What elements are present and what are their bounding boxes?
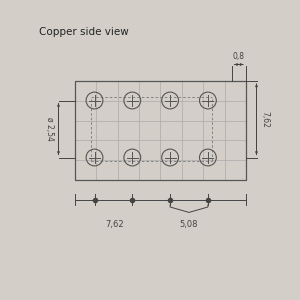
Text: 0,8: 0,8 [233, 52, 245, 61]
Text: ø 2,54: ø 2,54 [45, 117, 54, 141]
Text: 5,08: 5,08 [180, 220, 198, 229]
Text: Copper side view: Copper side view [39, 27, 129, 37]
Text: 7,62: 7,62 [260, 111, 269, 128]
Bar [75, 81, 246, 180]
Text: 7,62: 7,62 [106, 220, 124, 229]
